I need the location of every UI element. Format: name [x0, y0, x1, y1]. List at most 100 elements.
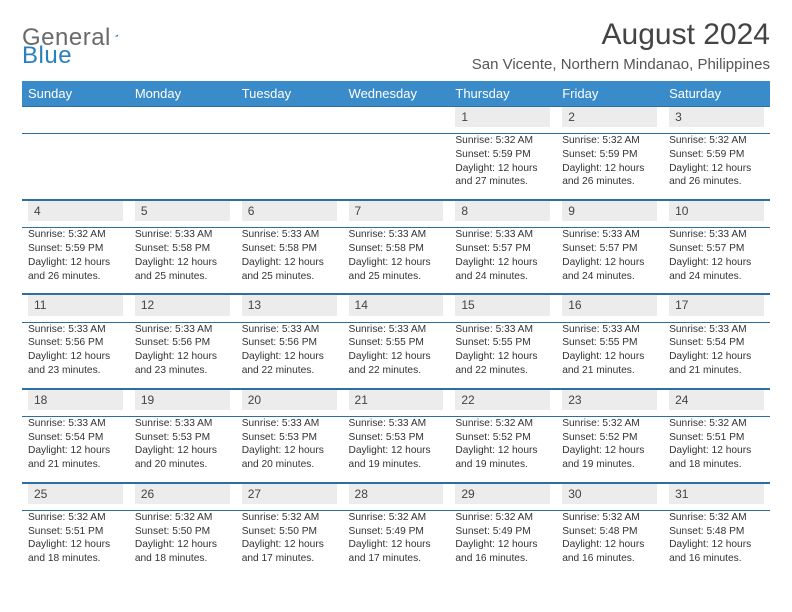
daylight-text: Daylight: 12 hours and 24 minutes.: [562, 256, 657, 284]
day-number: 11: [28, 295, 123, 315]
day-header: Saturday: [663, 81, 770, 107]
daylight-text: Daylight: 12 hours and 27 minutes.: [455, 162, 550, 190]
daylight-text: Daylight: 12 hours and 23 minutes.: [28, 350, 123, 378]
day-number: [349, 107, 444, 127]
sunrise-text: Sunrise: 5:33 AM: [669, 323, 764, 337]
logo-blue-row: Blue: [22, 42, 72, 70]
sunset-text: Sunset: 5:56 PM: [135, 336, 230, 350]
daylight-text: Daylight: 12 hours and 19 minutes.: [349, 444, 444, 472]
daylight-text: Daylight: 12 hours and 24 minutes.: [669, 256, 764, 284]
sunset-text: Sunset: 5:55 PM: [349, 336, 444, 350]
daylight-text: Daylight: 12 hours and 19 minutes.: [562, 444, 657, 472]
sunset-text: Sunset: 5:53 PM: [349, 431, 444, 445]
sunset-text: Sunset: 5:57 PM: [455, 242, 550, 256]
sunset-text: Sunset: 5:59 PM: [28, 242, 123, 256]
day-cell: Sunrise: 5:33 AMSunset: 5:58 PMDaylight:…: [236, 228, 343, 294]
calendar-body: 123Sunrise: 5:32 AMSunset: 5:59 PMDaylig…: [22, 107, 770, 577]
day-number: 20: [242, 390, 337, 410]
sunset-text: Sunset: 5:59 PM: [455, 148, 550, 162]
day-cell: Sunrise: 5:33 AMSunset: 5:55 PMDaylight:…: [449, 322, 556, 388]
sunset-text: Sunset: 5:58 PM: [135, 242, 230, 256]
month-title: August 2024: [472, 18, 770, 52]
day-number: 8: [455, 201, 550, 221]
day-number: 28: [349, 484, 444, 504]
calendar-table: SundayMondayTuesdayWednesdayThursdayFrid…: [22, 81, 770, 576]
day-number: 2: [562, 107, 657, 127]
day-cell: Sunrise: 5:32 AMSunset: 5:52 PMDaylight:…: [449, 416, 556, 482]
day-cell: Sunrise: 5:33 AMSunset: 5:55 PMDaylight:…: [343, 322, 450, 388]
day-cell: Sunrise: 5:32 AMSunset: 5:59 PMDaylight:…: [663, 134, 770, 200]
day-number: 14: [349, 295, 444, 315]
day-number: 21: [349, 390, 444, 410]
sunrise-text: Sunrise: 5:32 AM: [242, 511, 337, 525]
day-number: [242, 107, 337, 127]
day-header: Wednesday: [343, 81, 450, 107]
day-cell: [129, 134, 236, 200]
day-number: 4: [28, 201, 123, 221]
sunrise-text: Sunrise: 5:32 AM: [28, 228, 123, 242]
sunrise-text: Sunrise: 5:33 AM: [28, 417, 123, 431]
day-cell: Sunrise: 5:32 AMSunset: 5:59 PMDaylight:…: [22, 228, 129, 294]
day-header: Thursday: [449, 81, 556, 107]
day-number: [135, 107, 230, 127]
calendar-header-row: SundayMondayTuesdayWednesdayThursdayFrid…: [22, 81, 770, 107]
sunset-text: Sunset: 5:51 PM: [28, 525, 123, 539]
day-number: 3: [669, 107, 764, 127]
sunset-text: Sunset: 5:48 PM: [562, 525, 657, 539]
day-number: 6: [242, 201, 337, 221]
header: General August 2024 San Vicente, Norther…: [22, 18, 770, 73]
day-cell: Sunrise: 5:32 AMSunset: 5:59 PMDaylight:…: [449, 134, 556, 200]
sunrise-text: Sunrise: 5:33 AM: [349, 417, 444, 431]
sunset-text: Sunset: 5:55 PM: [455, 336, 550, 350]
day-cell: Sunrise: 5:32 AMSunset: 5:50 PMDaylight:…: [236, 510, 343, 576]
sunrise-text: Sunrise: 5:33 AM: [669, 228, 764, 242]
day-number: 15: [455, 295, 550, 315]
day-cell: Sunrise: 5:32 AMSunset: 5:49 PMDaylight:…: [343, 510, 450, 576]
daylight-text: Daylight: 12 hours and 18 minutes.: [135, 538, 230, 566]
day-cell: Sunrise: 5:32 AMSunset: 5:48 PMDaylight:…: [663, 510, 770, 576]
daylight-text: Daylight: 12 hours and 16 minutes.: [562, 538, 657, 566]
logo-triangle-icon: [115, 26, 118, 44]
day-header: Monday: [129, 81, 236, 107]
day-cell: Sunrise: 5:33 AMSunset: 5:58 PMDaylight:…: [129, 228, 236, 294]
sunrise-text: Sunrise: 5:32 AM: [562, 134, 657, 148]
daylight-text: Daylight: 12 hours and 16 minutes.: [455, 538, 550, 566]
sunrise-text: Sunrise: 5:33 AM: [349, 323, 444, 337]
sunrise-text: Sunrise: 5:32 AM: [669, 417, 764, 431]
daylight-text: Daylight: 12 hours and 19 minutes.: [455, 444, 550, 472]
daylight-text: Daylight: 12 hours and 17 minutes.: [242, 538, 337, 566]
logo-text-blue: Blue: [22, 42, 72, 69]
sunrise-text: Sunrise: 5:33 AM: [242, 417, 337, 431]
day-number: 26: [135, 484, 230, 504]
sunrise-text: Sunrise: 5:33 AM: [455, 323, 550, 337]
sunrise-text: Sunrise: 5:33 AM: [455, 228, 550, 242]
sunrise-text: Sunrise: 5:33 AM: [135, 228, 230, 242]
sunset-text: Sunset: 5:57 PM: [562, 242, 657, 256]
daylight-text: Daylight: 12 hours and 18 minutes.: [28, 538, 123, 566]
day-number: 16: [562, 295, 657, 315]
sunrise-text: Sunrise: 5:32 AM: [562, 511, 657, 525]
sunset-text: Sunset: 5:56 PM: [28, 336, 123, 350]
day-cell: Sunrise: 5:33 AMSunset: 5:57 PMDaylight:…: [663, 228, 770, 294]
daylight-text: Daylight: 12 hours and 21 minutes.: [28, 444, 123, 472]
sunrise-text: Sunrise: 5:32 AM: [562, 417, 657, 431]
sunrise-text: Sunrise: 5:32 AM: [28, 511, 123, 525]
day-number: 9: [562, 201, 657, 221]
daylight-text: Daylight: 12 hours and 26 minutes.: [669, 162, 764, 190]
day-cell: Sunrise: 5:32 AMSunset: 5:59 PMDaylight:…: [556, 134, 663, 200]
daylight-text: Daylight: 12 hours and 20 minutes.: [135, 444, 230, 472]
day-number: 12: [135, 295, 230, 315]
day-cell: Sunrise: 5:33 AMSunset: 5:53 PMDaylight:…: [129, 416, 236, 482]
sunset-text: Sunset: 5:50 PM: [135, 525, 230, 539]
day-number: 7: [349, 201, 444, 221]
sunrise-text: Sunrise: 5:33 AM: [242, 323, 337, 337]
daylight-text: Daylight: 12 hours and 25 minutes.: [349, 256, 444, 284]
day-cell: Sunrise: 5:33 AMSunset: 5:55 PMDaylight:…: [556, 322, 663, 388]
sunset-text: Sunset: 5:58 PM: [242, 242, 337, 256]
day-cell: [343, 134, 450, 200]
daylight-text: Daylight: 12 hours and 25 minutes.: [135, 256, 230, 284]
day-cell: Sunrise: 5:32 AMSunset: 5:52 PMDaylight:…: [556, 416, 663, 482]
sunset-text: Sunset: 5:59 PM: [562, 148, 657, 162]
sunset-text: Sunset: 5:48 PM: [669, 525, 764, 539]
title-block: August 2024 San Vicente, Northern Mindan…: [472, 18, 770, 73]
